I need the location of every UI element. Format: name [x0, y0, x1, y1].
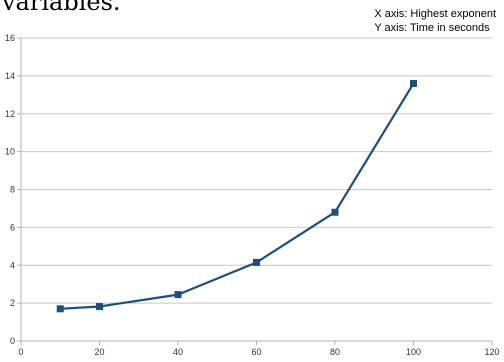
x-tick-label-120: 120 [484, 347, 499, 357]
y-tick-label-10: 10 [5, 147, 15, 157]
grid-lines [21, 37, 492, 342]
y-tick-label-8: 8 [10, 185, 15, 195]
x-tick-label-60: 60 [251, 347, 261, 357]
y-tick-label-4: 4 [10, 260, 15, 270]
data-point-60 [253, 258, 260, 266]
x-tick-label-100: 100 [406, 347, 421, 357]
y-tick-labels: 0 2 4 6 8 10 12 14 16 [5, 33, 15, 346]
y-tick-label-0: 0 [10, 336, 15, 346]
y-tick-label-2: 2 [10, 298, 15, 308]
data-point-20 [96, 303, 103, 311]
axes [17, 37, 493, 345]
data-point-80 [331, 208, 339, 216]
axis-legend-note: X axis: Highest exponent Y axis: Time in… [374, 7, 496, 35]
data-point-10 [56, 305, 64, 313]
header-text-fragment: variables. [2, 0, 121, 16]
x-tick-label-20: 20 [94, 347, 104, 357]
x-tick-labels: 0 20 40 60 80 100 120 [18, 347, 499, 357]
x-tick-label-40: 40 [173, 347, 183, 357]
data-point-40 [174, 291, 182, 299]
x-tick-label-80: 80 [330, 347, 340, 357]
y-tick-label-16: 16 [5, 33, 15, 43]
y-tick-label-12: 12 [5, 109, 15, 119]
y-tick-label-6: 6 [10, 222, 15, 232]
series-line-1 [60, 82, 415, 310]
x-axis-note: X axis: Highest exponent [374, 8, 496, 20]
x-tick-label-0: 0 [18, 347, 23, 357]
series-1 [56, 79, 417, 313]
y-tick-label-14: 14 [5, 71, 15, 81]
data-point-100 [410, 79, 417, 87]
y-axis-note: Y axis: Time in seconds [374, 22, 490, 34]
